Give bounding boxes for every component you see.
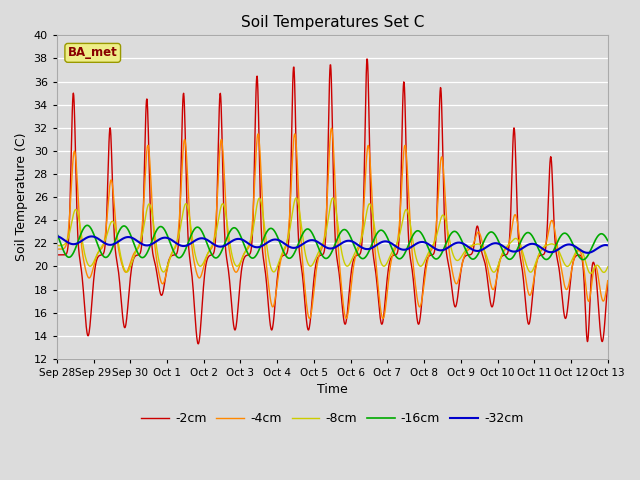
-8cm — [587, 271, 595, 276]
-16cm — [96, 247, 104, 253]
-8cm — [53, 243, 61, 249]
-2cm — [367, 211, 375, 217]
-4cm — [95, 248, 103, 254]
Y-axis label: Soil Temperature (C): Soil Temperature (C) — [15, 133, 28, 262]
-32cm — [118, 236, 125, 242]
Line: -16cm: -16cm — [57, 225, 608, 260]
Line: -2cm: -2cm — [57, 59, 608, 344]
Text: BA_met: BA_met — [68, 47, 118, 60]
-2cm — [298, 271, 306, 277]
-32cm — [367, 246, 374, 252]
-16cm — [83, 222, 91, 228]
-2cm — [363, 56, 371, 62]
-8cm — [604, 264, 612, 270]
-8cm — [118, 258, 125, 264]
-8cm — [95, 247, 103, 253]
-16cm — [367, 244, 374, 250]
Line: -32cm: -32cm — [57, 236, 608, 253]
Title: Soil Temperatures Set C: Soil Temperatures Set C — [241, 15, 424, 30]
-8cm — [287, 222, 294, 228]
-2cm — [118, 305, 125, 311]
-16cm — [53, 230, 61, 236]
Line: -8cm: -8cm — [57, 198, 608, 274]
-4cm — [604, 278, 612, 284]
-8cm — [308, 263, 316, 268]
-4cm — [367, 168, 374, 174]
Legend: -2cm, -4cm, -8cm, -16cm, -32cm: -2cm, -4cm, -8cm, -16cm, -32cm — [136, 407, 529, 430]
-32cm — [308, 237, 316, 243]
X-axis label: Time: Time — [317, 384, 348, 396]
-32cm — [298, 242, 306, 248]
-4cm — [328, 125, 335, 131]
Line: -4cm: -4cm — [57, 128, 608, 318]
-32cm — [604, 242, 612, 248]
-16cm — [308, 230, 316, 236]
-4cm — [379, 315, 387, 321]
-4cm — [53, 246, 61, 252]
-4cm — [118, 261, 125, 267]
-2cm — [308, 296, 316, 301]
-32cm — [584, 250, 591, 256]
-32cm — [287, 244, 294, 250]
-16cm — [579, 257, 587, 263]
-2cm — [53, 252, 61, 258]
-16cm — [604, 238, 612, 243]
-8cm — [329, 195, 337, 201]
-4cm — [308, 306, 316, 312]
-2cm — [604, 280, 612, 286]
-8cm — [367, 202, 374, 208]
-2cm — [287, 167, 295, 173]
-32cm — [53, 233, 61, 239]
-4cm — [287, 196, 294, 202]
-16cm — [298, 232, 306, 238]
-2cm — [95, 252, 103, 258]
-16cm — [118, 224, 126, 229]
-2cm — [195, 341, 202, 347]
-4cm — [298, 251, 306, 257]
-8cm — [298, 228, 306, 234]
-16cm — [287, 255, 295, 261]
-32cm — [95, 237, 103, 242]
